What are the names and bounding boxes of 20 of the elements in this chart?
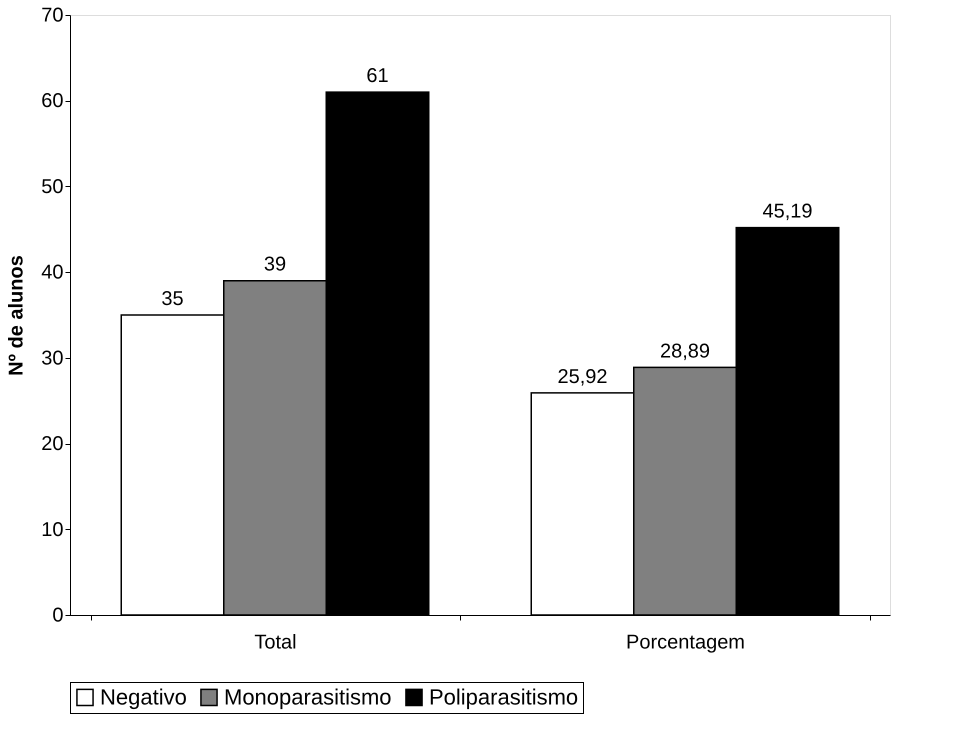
y-tick-label: 40	[41, 262, 64, 284]
y-tick-label: 20	[41, 433, 64, 456]
y-axis-title: Nº de alunos	[5, 255, 28, 376]
data-label: 61	[366, 65, 389, 88]
legend-label: Poliparasitismo	[429, 684, 578, 710]
x-tick-label: Total	[254, 632, 297, 654]
y-tick-label: 50	[41, 176, 64, 198]
y-tick-label: 10	[41, 518, 64, 541]
data-label: 45,19	[762, 200, 813, 223]
y-tick-label: 0	[52, 604, 64, 626]
legend-label: Negativo	[100, 684, 187, 710]
data-label: 25,92	[557, 366, 608, 388]
data-label: 39	[264, 254, 286, 276]
data-label: 35	[161, 288, 184, 310]
legend-label: Monoparasitismo	[224, 684, 392, 710]
y-tick-label: 60	[41, 90, 64, 112]
y-tick-label: 70	[41, 4, 64, 26]
data-label: 28,89	[660, 340, 710, 362]
y-tick-label: 30	[41, 347, 64, 370]
x-tick-label: Porcentagem	[626, 632, 745, 654]
